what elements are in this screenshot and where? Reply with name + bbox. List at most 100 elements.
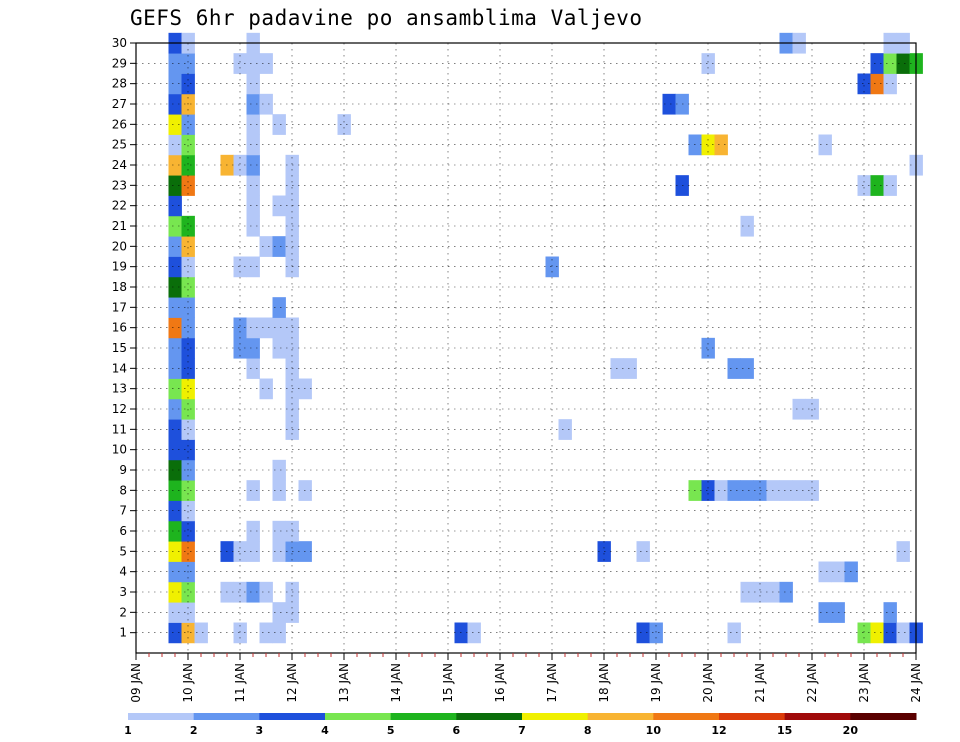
heatmap-cell [246,175,260,196]
heatmap-cell [246,337,260,359]
y-tick-label: 10 [112,443,127,457]
heatmap-cell [636,622,650,644]
legend-swatch [259,713,326,720]
heatmap-cell [246,53,260,74]
y-tick-label: 9 [119,463,127,477]
x-tick-label: 24 JAN [909,663,923,703]
heatmap-cell [181,480,195,501]
heatmap-cell [181,581,195,603]
legend-swatch [193,713,260,720]
heatmap-cell [272,297,286,318]
heatmap-cell [246,93,260,115]
heatmap-cell [181,134,195,156]
heatmap-cell [168,256,182,278]
heatmap-cell [662,93,676,115]
x-tick-label: 11 JAN [233,663,247,703]
cells-layer [168,32,923,644]
heatmap-cell [181,358,195,379]
heatmap-cell [792,398,806,420]
y-tick-label: 26 [112,117,127,131]
legend-label: 7 [518,724,526,737]
heatmap-cell [870,622,884,644]
heatmap-cell [168,622,182,644]
heatmap-cell [337,114,351,135]
heatmap-cell [649,622,663,644]
heatmap-cell [259,317,273,339]
heatmap-cell [181,256,195,278]
heatmap-cell [857,622,871,644]
legend-label: 1 [124,724,132,737]
heatmap-cell [168,73,182,95]
y-tick-label: 12 [112,402,127,416]
heatmap-cell [883,622,897,644]
y-tick-label: 20 [112,239,127,253]
heatmap-cell [181,215,195,237]
heatmap-cell [883,73,897,95]
heatmap-cell [181,317,195,339]
x-tick-label: 12 JAN [285,663,299,703]
y-tick-label: 19 [112,260,127,274]
heatmap-cell [246,358,260,379]
y-tick-label: 3 [119,585,127,599]
heatmap-cell [181,419,195,440]
heatmap-cell [259,378,273,400]
heatmap-cell [740,581,754,603]
x-tick-label: 20 JAN [701,663,715,703]
x-tick-label: 23 JAN [857,663,871,703]
heatmap-cell [727,480,741,501]
heatmap-cell [870,175,884,196]
heatmap-cell [272,337,286,359]
heatmap-cell [701,53,715,74]
x-tick-label: 14 JAN [389,663,403,703]
heatmap-cell [818,602,832,623]
legend-swatch [325,713,392,720]
heatmap-cell [545,256,559,278]
heatmap-cell [740,480,754,501]
x-tick-label: 22 JAN [805,663,819,703]
heatmap-cell [168,175,182,196]
legend-label: 3 [256,724,264,737]
heatmap-cell [168,236,182,257]
heatmap-cell [883,602,897,623]
heatmap-cell [168,337,182,359]
heatmap-cell [714,134,728,156]
heatmap-cell [272,236,286,257]
heatmap-cell [272,480,286,501]
y-tick-label: 28 [112,77,127,91]
heatmap-cell [259,53,273,74]
x-tick-label: 15 JAN [441,663,455,703]
heatmap-cell [779,581,793,603]
heatmap-cell [259,622,273,644]
heatmap-cell [168,480,182,501]
x-tick-label: 13 JAN [337,663,351,703]
heatmap-cell [168,114,182,135]
y-tick-label: 29 [112,56,127,70]
heatmap-cell [259,93,273,115]
y-tick-label: 18 [112,280,127,294]
heatmap-cell [168,602,182,623]
heatmap-cell [233,53,247,74]
y-tick-label: 1 [119,626,127,640]
heatmap-cell [259,236,273,257]
heatmap-cell [181,439,195,461]
y-tick-label: 21 [112,219,127,233]
heatmap-cell [168,276,182,298]
heatmap-cell [779,480,793,501]
heatmap-cell [701,337,715,359]
heatmap-cell [272,622,286,644]
legend-label: 8 [584,724,592,737]
heatmap-cell [181,541,195,562]
heatmap-cell [181,276,195,298]
heatmap-cell [246,520,260,542]
legend-label: 20 [843,724,859,737]
heatmap-cell [181,520,195,542]
heatmap-cell [181,175,195,196]
heatmap-cell [740,358,754,379]
legend-label: 4 [321,724,329,737]
heatmap-cell [168,317,182,339]
legend-swatch [784,713,851,720]
heatmap-cell [168,520,182,542]
heatmap-cell [168,134,182,156]
heatmap-cell [181,236,195,257]
heatmap-cell [233,154,247,176]
